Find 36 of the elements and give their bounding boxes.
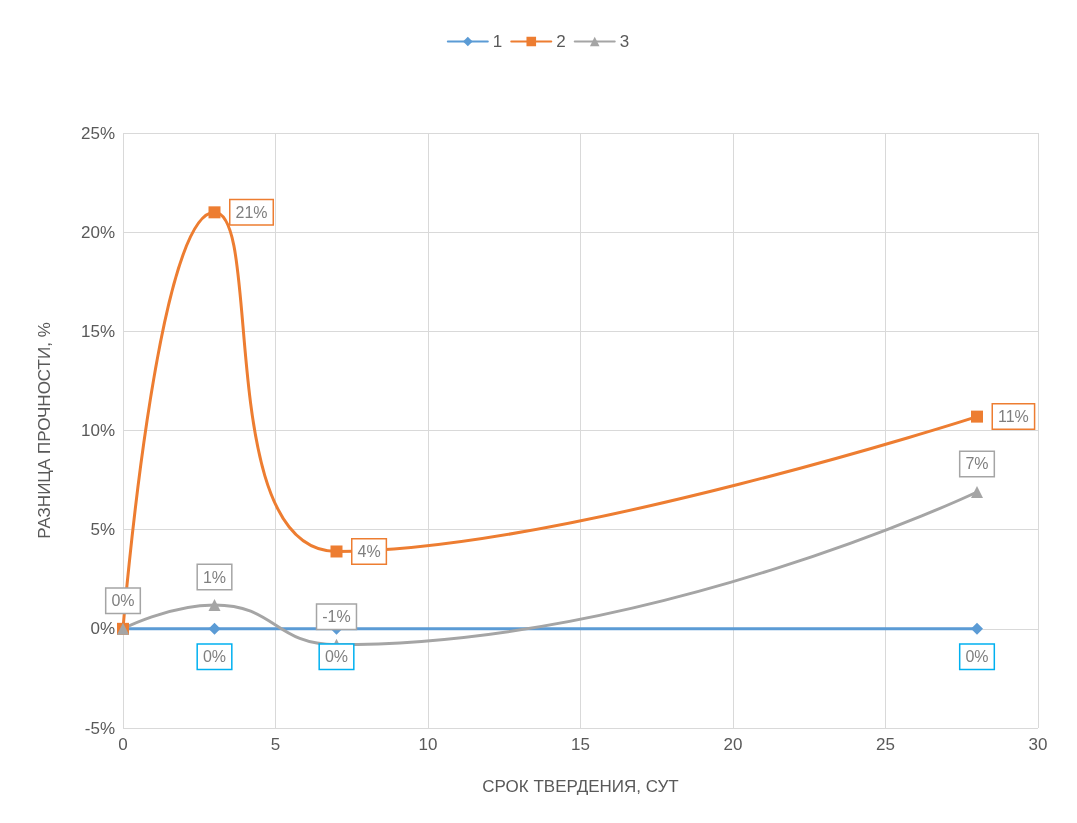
data-label: 4% [357,542,381,560]
y-tick-label: 15% [80,321,115,341]
x-tick-label: 0 [118,735,128,754]
legend-label: 3 [619,32,630,51]
data-label: 1% [202,568,227,586]
legend-label: 1 [492,32,503,51]
y-tick-label: 0% [90,619,115,639]
y-tick-label: -5% [84,718,115,738]
data-label: -1% [322,608,351,626]
point [208,206,221,219]
data-label: 0% [111,592,135,610]
point [971,622,983,635]
x-axis-title: СРОК ТВЕРДЕНИЯ, СУТ [482,777,679,796]
x-tick-label: 30 [1028,735,1048,754]
data-label: 11% [998,408,1029,426]
legend-label: 2 [556,32,566,51]
point [208,622,221,635]
y-tick-label: 5% [90,520,115,540]
data-label: 0% [324,648,349,666]
y-tick-label: 25% [80,123,115,143]
x-tick-label: 25 [876,735,895,754]
data-label: 0% [202,648,227,666]
y-tick-label: 10% [80,421,115,440]
x-tick-label: 5 [270,735,281,754]
point [208,599,221,612]
y-tick-label: 20% [80,222,115,242]
x-tick-label: 20 [723,735,743,754]
data-label: 21% [235,203,268,221]
point [971,410,983,423]
y-axis-title: РАЗНИЦА ПРОЧНОСТИ, % [35,322,54,539]
point [330,545,343,558]
data-label: 0% [965,648,989,666]
point [971,485,983,498]
x-tick-label: 15 [571,735,590,754]
x-tick-label: 10 [418,735,438,754]
data-label: 7% [965,455,989,473]
